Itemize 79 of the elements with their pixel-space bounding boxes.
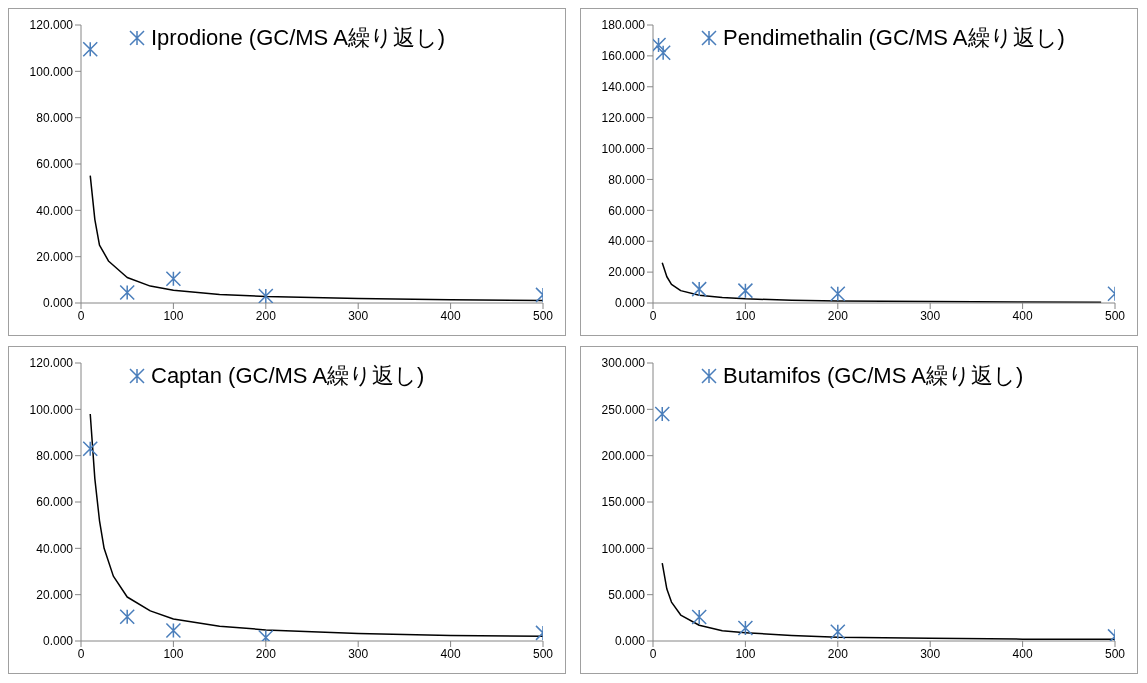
- point: [655, 45, 671, 61]
- y-tick-label: 50.000: [608, 587, 646, 602]
- x-tick-label: 0: [77, 308, 85, 323]
- x-tick-label: 300: [348, 308, 369, 323]
- y-tick-label: 150.000: [601, 495, 646, 510]
- point: [830, 623, 846, 640]
- y-tick-label: 160.000: [601, 49, 646, 64]
- x-tick-label: 0: [649, 308, 657, 323]
- y-tick-label: 80.000: [608, 172, 646, 187]
- y-tick-label: 250.000: [601, 402, 646, 417]
- x-tick-label: 500: [1104, 646, 1126, 661]
- y-tick-label: 300.000: [601, 356, 646, 371]
- x-tick-label: 0: [649, 646, 657, 661]
- y-tick-label: 60.000: [608, 203, 646, 218]
- y-tick-label: 140.000: [601, 80, 646, 95]
- x-tick-label: 100: [735, 308, 756, 323]
- x-tick-label: 300: [920, 308, 941, 323]
- x-tick-label: 200: [255, 646, 277, 661]
- y-tick-label: 100.000: [601, 541, 646, 556]
- x-tick-label: 500: [532, 308, 554, 323]
- y-tick-label: 80.000: [36, 448, 74, 463]
- point: [654, 406, 670, 422]
- y-tick-label: 200.000: [601, 448, 646, 463]
- legend-label: Butamifos (GC/MS A繰り返し): [723, 362, 1024, 390]
- x-tick-label: 300: [920, 646, 941, 661]
- y-tick-label: 100.000: [29, 402, 74, 417]
- y-tick-label: 60.000: [36, 157, 74, 172]
- y-tick-label: 0.000: [42, 634, 74, 649]
- y-tick-label: 40.000: [36, 203, 74, 218]
- line-series: [661, 262, 1102, 303]
- x-tick-label: 0: [77, 646, 85, 661]
- y-tick-label: 20.000: [36, 587, 74, 602]
- point: [119, 608, 135, 625]
- line-series: [89, 413, 543, 638]
- legend-label: Captan (GC/MS A繰り返し): [151, 362, 425, 390]
- point: [691, 281, 707, 297]
- x-tick-label: 500: [532, 646, 554, 661]
- point: [165, 270, 182, 287]
- point: [165, 622, 182, 639]
- point: [82, 440, 98, 457]
- y-tick-label: 100.000: [601, 141, 646, 156]
- y-tick-label: 120.000: [29, 356, 74, 371]
- y-tick-label: 40.000: [608, 234, 646, 249]
- x-tick-label: 100: [735, 646, 756, 661]
- x-tick-label: 400: [1012, 308, 1033, 323]
- y-tick-label: 0.000: [42, 296, 74, 311]
- point: [830, 285, 846, 302]
- point: [737, 282, 754, 299]
- y-tick-label: 40.000: [36, 541, 74, 556]
- point: [119, 284, 135, 301]
- line-series: [661, 562, 1115, 640]
- y-tick-label: 80.000: [36, 110, 74, 125]
- point: [737, 620, 754, 636]
- x-tick-label: 100: [163, 308, 184, 323]
- y-tick-label: 0.000: [614, 634, 646, 649]
- y-tick-label: 120.000: [29, 18, 74, 33]
- y-tick-label: 20.000: [608, 265, 646, 280]
- x-tick-label: 100: [163, 646, 184, 661]
- x-tick-label: 400: [440, 308, 461, 323]
- x-tick-label: 200: [827, 308, 849, 323]
- y-tick-label: 60.000: [36, 495, 74, 510]
- point: [653, 37, 667, 53]
- legend-label: Pendimethalin (GC/MS A繰り返し): [723, 24, 1065, 52]
- legend-label: Iprodione (GC/MS A繰り返し): [151, 24, 446, 52]
- x-tick-label: 200: [255, 308, 277, 323]
- y-tick-label: 120.000: [601, 110, 646, 125]
- y-tick-label: 0.000: [614, 296, 646, 311]
- y-tick-label: 20.000: [36, 249, 74, 264]
- x-tick-label: 300: [348, 646, 369, 661]
- x-tick-label: 400: [1012, 646, 1033, 661]
- x-tick-label: 200: [827, 646, 849, 661]
- y-tick-label: 180.000: [601, 18, 646, 33]
- x-tick-label: 400: [440, 646, 461, 661]
- point: [258, 288, 274, 303]
- line-series: [89, 174, 543, 302]
- point: [691, 609, 707, 625]
- point: [82, 41, 98, 58]
- y-tick-label: 100.000: [29, 64, 74, 79]
- x-tick-label: 500: [1104, 308, 1126, 323]
